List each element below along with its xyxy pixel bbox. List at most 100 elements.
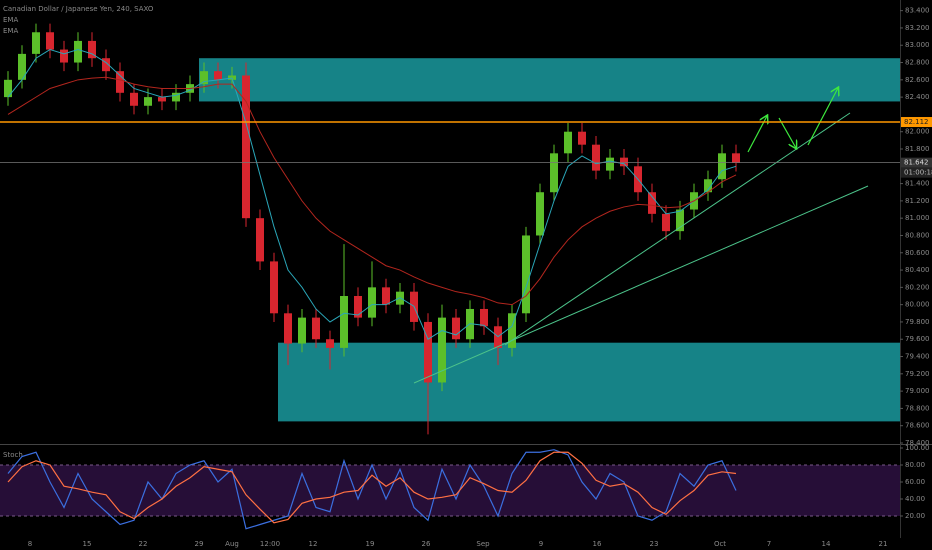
candle-body: [102, 58, 110, 72]
x-tick-label: Aug: [225, 540, 239, 548]
chart-title: Canadian Dollar / Japanese Yen, 240, SAX…: [3, 5, 154, 13]
x-tick-label: 29: [195, 540, 204, 548]
x-tick-label: 21: [879, 540, 888, 548]
candle-body: [354, 296, 362, 318]
y-tick-label: 82.800: [905, 59, 930, 67]
x-tick-label: 12:00: [260, 540, 280, 548]
candle-body: [522, 235, 530, 314]
trend-line: [504, 112, 851, 346]
candle-body: [284, 313, 292, 344]
candle-body: [46, 32, 54, 50]
stoch-line: [7, 449, 737, 530]
stoch-band: [0, 465, 900, 516]
x-tick-label: 9: [539, 540, 543, 548]
y-tick-label: 83.000: [905, 41, 930, 49]
x-tick-label: 23: [650, 540, 659, 548]
candle-body: [368, 287, 376, 318]
candle-body: [242, 75, 250, 219]
x-tick-label: Oct: [714, 540, 726, 548]
y-tick-label: 82.400: [905, 93, 930, 101]
legend-entry: EMA: [3, 16, 18, 24]
y-tick-label: 80.400: [905, 266, 930, 274]
y-tick-label: 79.400: [905, 353, 930, 361]
arrow: [778, 117, 796, 148]
candle-body: [256, 218, 264, 262]
stoch-line: [7, 451, 737, 524]
candle-body: [550, 153, 558, 193]
y-tick-label: 81.200: [905, 197, 930, 205]
ema-line: [7, 49, 737, 340]
y-tick-label: 79.800: [905, 318, 930, 326]
candle-body: [578, 131, 586, 145]
x-tick-label: 26: [422, 540, 431, 548]
x-tick-label: 12: [309, 540, 318, 548]
candle-body: [620, 157, 628, 167]
y-tick-label: 81.400: [905, 180, 930, 188]
y-tick-label: 20.00: [905, 512, 925, 520]
y-tick-label: 80.00: [905, 461, 925, 469]
x-tick-label: 16: [593, 540, 602, 548]
candle-body: [536, 192, 544, 236]
x-tick-label: 15: [83, 540, 92, 548]
candle-body: [718, 153, 726, 180]
countdown: 01:00:18: [904, 169, 932, 177]
y-tick-label: 100.00: [905, 444, 930, 452]
candle-body: [172, 92, 180, 102]
price-tag: [901, 117, 932, 128]
candle-body: [144, 97, 152, 106]
price-tag-label: 81.642: [904, 159, 929, 167]
x-tick-label: 19: [366, 540, 375, 548]
y-tick-label: 80.600: [905, 249, 930, 257]
x-tick-label: 8: [28, 540, 32, 548]
y-tick-label: 78.400: [905, 439, 930, 447]
y-tick-label: 79.200: [905, 370, 930, 378]
candle-body: [340, 296, 348, 348]
candle-body: [60, 49, 68, 63]
y-tick-label: 81.800: [905, 145, 930, 153]
y-tick-label: 80.800: [905, 231, 930, 239]
candle-body: [648, 192, 656, 214]
y-tick-label: 83.200: [905, 24, 930, 32]
zone: [278, 342, 900, 422]
x-tick-label: 22: [139, 540, 148, 548]
y-tick-label: 78.800: [905, 404, 930, 412]
candle-body: [270, 261, 278, 314]
candle-body: [74, 40, 82, 63]
candle-body: [116, 71, 124, 93]
candle-body: [130, 92, 138, 106]
candle-body: [592, 144, 600, 171]
trend-line: [413, 185, 869, 384]
candle-body: [382, 287, 390, 305]
candle-body: [480, 308, 488, 327]
candle-body: [452, 317, 460, 340]
price-tag-label: 82.112: [904, 118, 929, 126]
legend-entry: EMA: [3, 27, 18, 35]
y-tick-label: 80.000: [905, 301, 930, 309]
y-tick-label: 81.000: [905, 214, 930, 222]
y-tick-label: 82.000: [905, 128, 930, 136]
y-tick-label: 80.200: [905, 283, 930, 291]
price-tag: [901, 157, 932, 168]
candle-body: [424, 321, 432, 383]
x-tick-label: Sep: [476, 540, 490, 548]
x-tick-label: 7: [767, 540, 771, 548]
zone: [199, 58, 900, 102]
candle-body: [18, 53, 26, 80]
indicator-title: Stoch: [3, 451, 23, 459]
candle-body: [662, 213, 670, 232]
candle-body: [298, 317, 306, 344]
candle-body: [326, 339, 334, 348]
candle-body: [88, 40, 96, 59]
y-tick-label: 78.600: [905, 422, 930, 430]
countdown-tag: [901, 167, 932, 178]
arrow: [807, 88, 838, 146]
candle-body: [732, 153, 740, 163]
candle-body: [158, 97, 166, 102]
y-tick-label: 82.600: [905, 76, 930, 84]
candle-body: [4, 79, 12, 98]
candle-body: [438, 317, 446, 383]
candle-body: [508, 313, 516, 348]
candle-body: [32, 32, 40, 54]
